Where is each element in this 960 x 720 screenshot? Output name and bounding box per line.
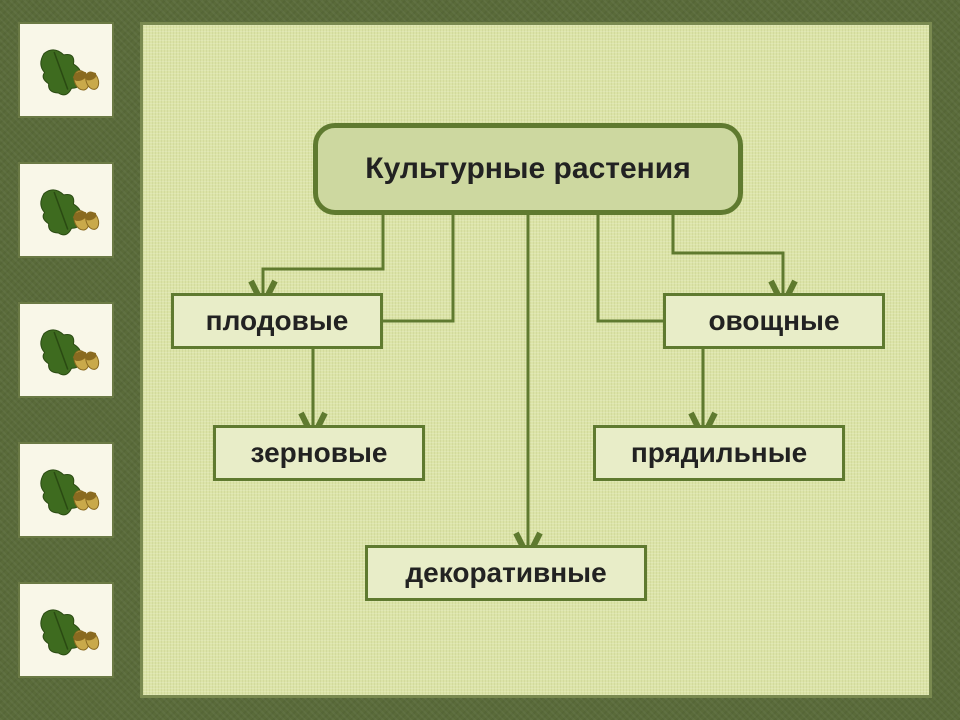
root-label: Культурные растения	[365, 152, 690, 186]
child-node-grain: зерновые	[213, 425, 425, 481]
child-node-veg: овощные	[663, 293, 885, 349]
sidebar-tile	[18, 22, 114, 118]
oak-leaf-acorn-icon	[31, 595, 101, 665]
connector-to-veg	[673, 215, 783, 293]
sidebar-tile	[18, 162, 114, 258]
oak-leaf-acorn-icon	[31, 455, 101, 525]
outer-frame: Культурные растения плодовые овощные зерно…	[0, 0, 960, 720]
oak-leaf-acorn-icon	[31, 35, 101, 105]
child-node-decor: декоративные	[365, 545, 647, 601]
sidebar-tile	[18, 582, 114, 678]
oak-leaf-acorn-icon	[31, 175, 101, 245]
sidebar-tile	[18, 302, 114, 398]
child-label: овощные	[708, 305, 839, 337]
child-label: зерновые	[251, 437, 388, 469]
main-panel: Культурные растения плодовые овощные зерно…	[140, 22, 932, 698]
child-label: прядильные	[631, 437, 807, 469]
oak-leaf-acorn-icon	[31, 315, 101, 385]
child-node-fruit: плодовые	[171, 293, 383, 349]
child-label: декоративные	[405, 557, 606, 589]
root-node: Культурные растения	[313, 123, 743, 215]
child-label: плодовые	[206, 305, 349, 337]
child-node-fiber: прядильные	[593, 425, 845, 481]
connector-to-fruit	[263, 215, 383, 293]
sidebar-tile	[18, 442, 114, 538]
